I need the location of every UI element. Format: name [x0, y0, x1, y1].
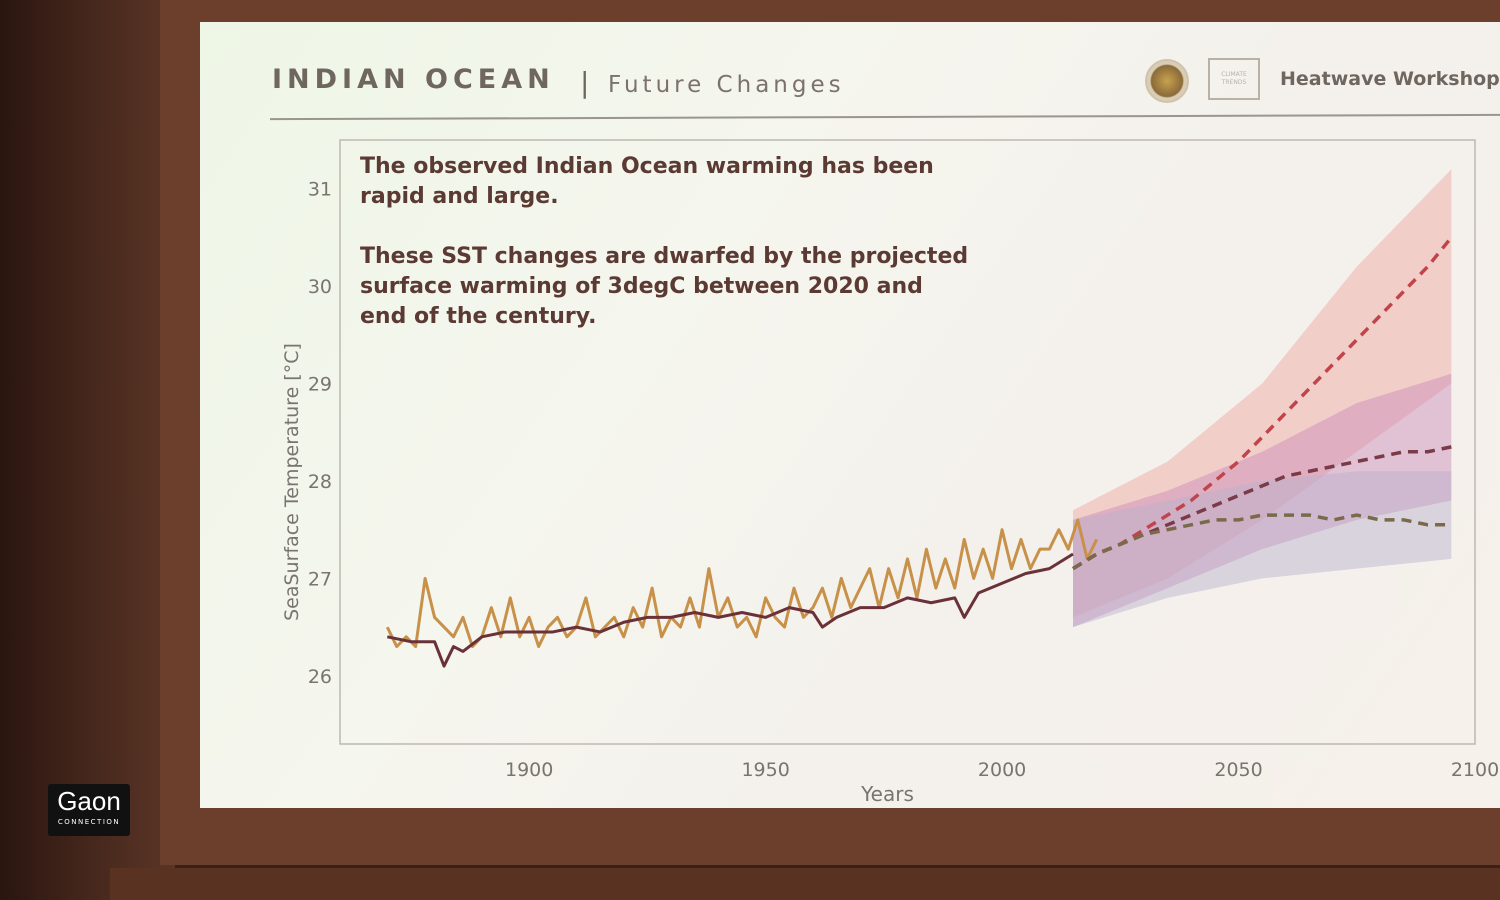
slide: INDIAN OCEAN | Future Changes CLIMATE TR…: [200, 22, 1500, 808]
y-tick-label: 26: [308, 666, 332, 688]
series-line-1: [386, 552, 1074, 668]
caption-line: surface warming of 3degC between 2020 an…: [360, 274, 923, 299]
series-line-0: [385, 518, 1099, 649]
y-tick-label: 29: [308, 374, 332, 396]
slide-subtitle: Future Changes: [608, 72, 845, 98]
emblem-logo-icon: [1145, 59, 1189, 103]
x-tick-label: 1900: [505, 759, 553, 781]
workshop-label: Heatwave Workshop: [1280, 68, 1500, 90]
uncertainty-band-0: [1073, 169, 1452, 618]
axis-ticks: 1900 1950 2000 2050 2100 26 27 28 29 30 31: [308, 179, 1499, 781]
badge-name: Gaon: [57, 786, 121, 816]
gaon-connection-logo: Gaon CONNECTION: [48, 784, 130, 836]
series-lines: [385, 236, 1453, 668]
projection-bands: [1073, 169, 1452, 628]
x-tick-label: 1950: [741, 759, 789, 781]
y-tick-label: 28: [308, 471, 332, 493]
x-tick-label: 2000: [978, 759, 1026, 781]
sst-chart: 1900 1950 2000 2050 2100 26 27 28 29 30 31 Years S…: [281, 139, 1499, 806]
x-axis-label: Years: [860, 782, 914, 806]
title-separator: |: [580, 66, 590, 99]
room-wall-left: [0, 0, 175, 900]
caption-observed: The observed Indian Ocean warming has be…: [360, 152, 934, 212]
caption-line: rapid and large.: [360, 184, 559, 209]
y-tick-label: 27: [308, 568, 332, 590]
climate-trends-logo: CLIMATE TRENDS: [1208, 58, 1260, 100]
y-tick-label: 31: [308, 179, 332, 201]
uncertainty-band-1: [1073, 373, 1452, 628]
plot-frame: [339, 139, 1476, 745]
uncertainty-band-2: [1073, 471, 1452, 628]
caption-line: The observed Indian Ocean warming has be…: [360, 154, 934, 179]
slide-title: INDIAN OCEAN: [272, 64, 555, 95]
series-line-4: [1072, 513, 1452, 571]
caption-projected: These SST changes are dwarfed by the pro…: [360, 242, 968, 332]
caption-line: end of the century.: [360, 304, 597, 329]
floor-edge: [110, 868, 1500, 900]
badge-subtitle: CONNECTION: [57, 818, 121, 826]
series-line-2: [1072, 236, 1453, 571]
y-tick-label: 30: [308, 276, 332, 298]
x-tick-label: 2100: [1451, 759, 1499, 781]
x-tick-label: 2050: [1214, 759, 1262, 781]
caption-line: These SST changes are dwarfed by the pro…: [360, 244, 969, 269]
y-axis-label: SeaSurface Temperature [°C]: [281, 343, 303, 621]
